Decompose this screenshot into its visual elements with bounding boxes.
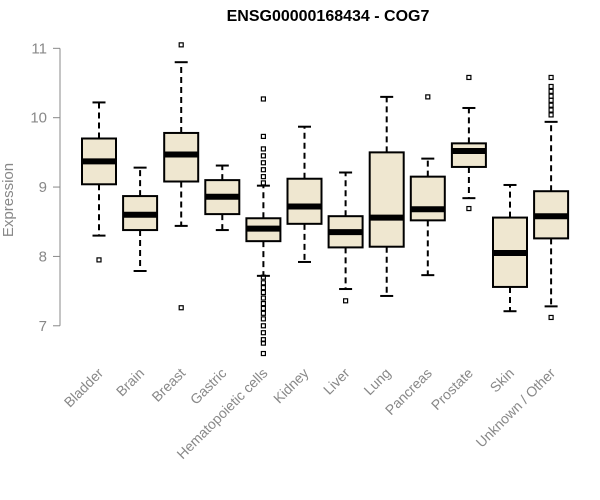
outlier-point — [260, 305, 266, 312]
outlier-point — [466, 205, 472, 212]
box-unknown-other — [533, 74, 570, 321]
outlier-point — [96, 257, 102, 263]
outlier-point — [260, 350, 266, 357]
box-prostate — [450, 74, 487, 212]
box-lung — [368, 95, 405, 297]
outlier-point — [260, 160, 266, 166]
outlier-point — [548, 102, 554, 108]
outlier-point — [260, 323, 266, 329]
outlier-point — [260, 153, 266, 159]
outlier-point — [260, 146, 266, 152]
outlier-point — [260, 300, 266, 307]
x-tick-label: Skin — [487, 365, 518, 396]
box-bladder — [81, 101, 117, 263]
outlier-point — [548, 83, 554, 90]
outlier-point — [548, 74, 554, 81]
boxes — [81, 42, 570, 357]
iqr-box — [286, 177, 323, 225]
x-tick-label: Brain — [113, 365, 147, 399]
x-tick-label: Lung — [360, 365, 393, 398]
x-tick-label: Liver — [320, 365, 353, 398]
outlier-point — [548, 88, 554, 94]
outlier-point — [548, 112, 554, 118]
box-pancreas — [409, 94, 446, 277]
y-tick-labels: 7 8 9 10 11 — [30, 40, 47, 334]
outlier-point — [548, 107, 554, 113]
box-skin — [492, 183, 528, 313]
outlier-point — [260, 174, 266, 180]
outlier-point — [260, 96, 266, 102]
y-tick-label: 11 — [31, 40, 47, 57]
y-axis-label: Expression — [0, 163, 17, 237]
x-tick-label: Kidney — [270, 365, 312, 407]
iqr-box — [368, 151, 405, 248]
iqr-box — [450, 142, 487, 168]
outlier-point — [260, 280, 266, 286]
outlier-point — [260, 310, 266, 316]
outlier-point — [548, 93, 554, 99]
y-tick-label: 9 — [39, 179, 47, 196]
outlier-point — [260, 180, 266, 186]
outlier-point — [178, 305, 184, 311]
outlier-point — [260, 285, 266, 291]
y-axis — [53, 47, 61, 327]
outlier-point — [260, 330, 266, 336]
y-tick-label: 7 — [39, 318, 47, 335]
outlier-point — [466, 74, 472, 81]
outlier-point — [548, 314, 554, 321]
x-tick-label: Bladder — [61, 365, 107, 411]
box-hematopoietic-cells — [245, 96, 282, 357]
outlier-point — [343, 298, 349, 304]
outlier-point — [260, 316, 266, 322]
outlier-point — [260, 340, 266, 346]
outlier-point — [178, 42, 184, 48]
chart-title: ENSG00000168434 - COG7 — [227, 8, 430, 25]
x-tick-label: Breast — [148, 365, 188, 405]
box-liver — [327, 171, 364, 304]
outlier-point — [548, 97, 554, 103]
box-gastric — [204, 164, 241, 232]
box-kidney — [286, 125, 323, 263]
box-brain — [122, 166, 159, 272]
iqr-box — [409, 175, 446, 222]
outlier-point — [260, 133, 266, 140]
box-breast — [163, 42, 200, 311]
y-tick-label: 10 — [30, 110, 47, 127]
outlier-point — [260, 295, 266, 301]
x-tick-label: Prostate — [428, 365, 476, 413]
outlier-point — [260, 289, 266, 296]
outlier-point — [260, 167, 266, 173]
y-tick-label: 8 — [39, 248, 47, 265]
outlier-point — [260, 274, 266, 280]
outlier-point — [425, 94, 431, 100]
